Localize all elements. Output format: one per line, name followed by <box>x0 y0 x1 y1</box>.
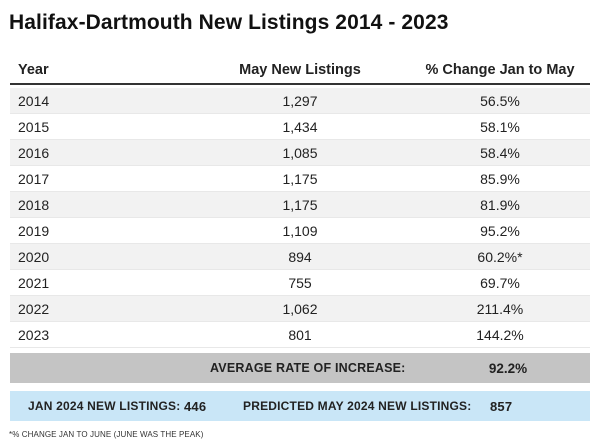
predicted-may-label: PREDICTED MAY 2024 NEW LISTINGS: <box>243 399 472 413</box>
table-row: 2023 801 144.2% <box>10 322 590 348</box>
cell-percent-change: 60.2%* <box>477 248 523 265</box>
cell-percent-change: 85.9% <box>480 170 520 187</box>
predicted-may-value: 857 <box>490 398 513 414</box>
cell-year: 2018 <box>18 196 50 213</box>
column-header-may-new-listings: May New Listings <box>239 61 361 78</box>
column-header-year: Year <box>18 61 49 78</box>
table-row: 2022 1,062 211.4% <box>10 296 590 322</box>
table-row: 2016 1,085 58.4% <box>10 140 590 166</box>
cell-may-new-listings: 1,175 <box>282 170 318 187</box>
jan-listings-label: JAN 2024 NEW LISTINGS: <box>28 399 181 413</box>
footnote: *% CHANGE JAN TO JUNE (JUNE WAS THE PEAK… <box>9 430 204 439</box>
column-header-percent-change: % Change Jan to May <box>425 61 575 78</box>
table-row: 2015 1,434 58.1% <box>10 114 590 140</box>
table-header: Year May New Listings % Change Jan to Ma… <box>10 56 590 85</box>
cell-percent-change: 95.2% <box>480 222 520 239</box>
prediction-band: JAN 2024 NEW LISTINGS: 446 PREDICTED MAY… <box>10 391 590 421</box>
cell-year: 2020 <box>18 248 50 265</box>
cell-percent-change: 69.7% <box>480 274 520 291</box>
cell-percent-change: 81.9% <box>480 196 520 213</box>
average-rate-label: AVERAGE RATE OF INCREASE: <box>210 361 406 375</box>
cell-percent-change: 144.2% <box>476 326 524 343</box>
page-title: Halifax-Dartmouth New Listings 2014 - 20… <box>9 11 449 34</box>
table-row: 2018 1,175 81.9% <box>10 192 590 218</box>
average-rate-value: 92.2% <box>488 360 528 376</box>
cell-year: 2023 <box>18 326 50 343</box>
table-row: 2021 755 69.7% <box>10 270 590 296</box>
cell-year: 2021 <box>18 274 50 291</box>
jan-listings-value: 446 <box>184 398 207 414</box>
cell-may-new-listings: 755 <box>288 274 312 291</box>
table-row: 2014 1,297 56.5% <box>10 88 590 114</box>
table-row: 2017 1,175 85.9% <box>10 166 590 192</box>
cell-year: 2022 <box>18 300 50 317</box>
cell-year: 2017 <box>18 170 50 187</box>
cell-may-new-listings: 894 <box>288 248 312 265</box>
cell-percent-change: 58.1% <box>480 118 520 135</box>
average-rate-band: AVERAGE RATE OF INCREASE: 92.2% <box>10 353 590 383</box>
cell-year: 2015 <box>18 118 50 135</box>
table-row: 2020 894 60.2%* <box>10 244 590 270</box>
cell-percent-change: 58.4% <box>480 144 520 161</box>
cell-may-new-listings: 1,085 <box>282 144 318 161</box>
cell-may-new-listings: 1,297 <box>282 92 318 109</box>
cell-year: 2014 <box>18 92 50 109</box>
cell-year: 2016 <box>18 144 50 161</box>
cell-percent-change: 56.5% <box>480 92 520 109</box>
listings-table: Year May New Listings % Change Jan to Ma… <box>10 56 590 348</box>
cell-year: 2019 <box>18 222 50 239</box>
cell-may-new-listings: 1,175 <box>282 196 318 213</box>
table-row: 2019 1,109 95.2% <box>10 218 590 244</box>
cell-may-new-listings: 801 <box>288 326 312 343</box>
cell-may-new-listings: 1,434 <box>282 118 318 135</box>
cell-may-new-listings: 1,109 <box>282 222 318 239</box>
cell-may-new-listings: 1,062 <box>282 300 318 317</box>
table-body: 2014 1,297 56.5% 2015 1,434 58.1% 2016 1,085 58.… <box>10 88 590 348</box>
cell-percent-change: 211.4% <box>476 300 524 317</box>
